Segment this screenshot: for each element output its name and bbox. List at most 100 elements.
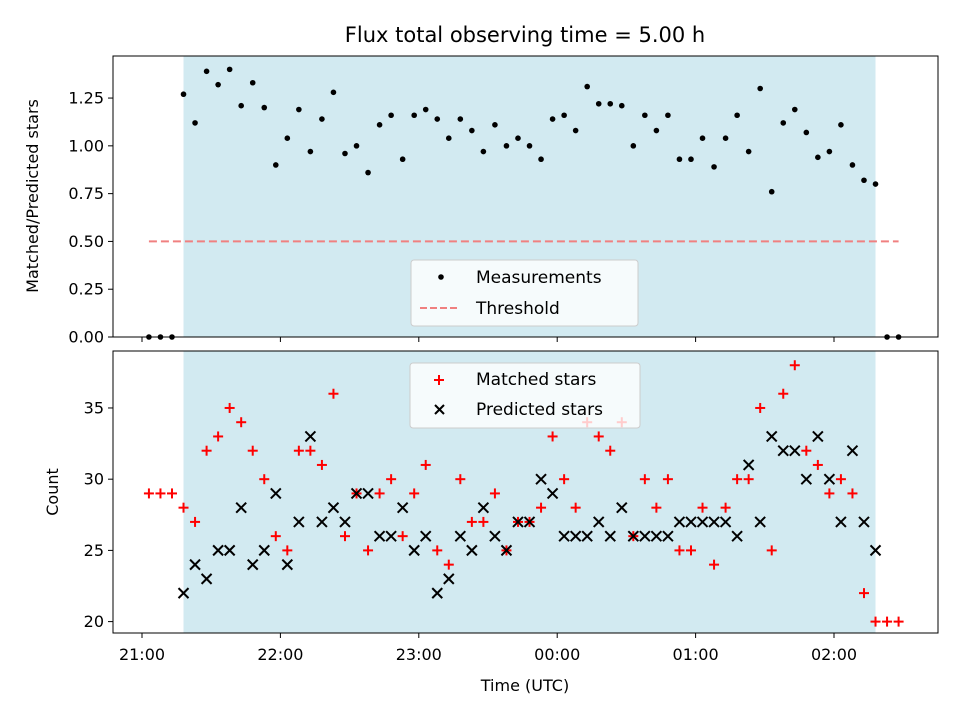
measurement-point bbox=[861, 177, 867, 184]
y-tick-label: 1.25 bbox=[68, 89, 104, 108]
y-tick-label: 35 bbox=[84, 398, 104, 417]
measurement-point bbox=[711, 164, 717, 170]
top-panel-frame bbox=[112, 55, 939, 338]
matched-stars-point bbox=[166, 488, 177, 499]
matched-stars-point bbox=[570, 502, 581, 513]
measurement-point bbox=[192, 120, 198, 126]
matched-stars-point bbox=[778, 388, 789, 399]
measurement-point bbox=[492, 122, 498, 128]
measurement-point bbox=[561, 112, 567, 119]
predicted-stars-point bbox=[350, 487, 363, 500]
measurement-point bbox=[572, 127, 579, 134]
matched-stars-point bbox=[824, 488, 835, 499]
y-tick-label: 0.25 bbox=[68, 280, 104, 299]
matched-stars-point bbox=[789, 360, 800, 371]
predicted-stars-point bbox=[696, 516, 709, 528]
measurement-point bbox=[376, 122, 383, 128]
predicted-stars-point bbox=[777, 444, 789, 457]
predicted-stars-point bbox=[685, 516, 697, 528]
matched-stars-point bbox=[397, 531, 408, 542]
x-tick-label: 22:00 bbox=[257, 645, 303, 664]
predicted-stars-point bbox=[500, 544, 513, 557]
predicted-stars-point bbox=[535, 473, 547, 485]
measurement-point bbox=[803, 129, 810, 136]
legend-predicted-label: Predicted stars bbox=[476, 400, 603, 420]
predicted-stars-point bbox=[662, 530, 674, 542]
predicted-stars-point bbox=[742, 459, 755, 471]
predicted-stars-point bbox=[304, 430, 317, 443]
matched-stars-point bbox=[651, 502, 662, 513]
x-axis-label: Time (UTC) bbox=[480, 676, 569, 695]
measurement-point bbox=[745, 148, 752, 155]
y-tick-label: 0.50 bbox=[68, 232, 104, 251]
measurement-point bbox=[272, 162, 279, 168]
measurement-point bbox=[353, 143, 360, 149]
top-y-axis-label: Matched/Predicted stars bbox=[23, 99, 42, 293]
predicted-stars-point bbox=[719, 516, 732, 528]
legend-measurements-marker bbox=[438, 274, 444, 280]
matched-stars-point bbox=[835, 474, 846, 485]
predicted-stars-point bbox=[616, 501, 628, 514]
matched-stars-point bbox=[697, 502, 708, 513]
measurement-point bbox=[872, 181, 879, 187]
predicted-stars-point bbox=[477, 501, 490, 514]
matched-stars-point bbox=[536, 502, 547, 513]
measurement-point bbox=[849, 162, 856, 168]
predicted-stars-point bbox=[800, 473, 813, 485]
predicted-stars-point bbox=[558, 530, 570, 542]
measurement-point bbox=[342, 150, 348, 157]
legend-measurements-label: Measurements bbox=[476, 268, 602, 288]
measurement-point bbox=[319, 116, 325, 122]
measurement-point bbox=[503, 143, 510, 149]
predicted-stars-point bbox=[420, 530, 432, 542]
matched-stars-point bbox=[247, 445, 258, 456]
matched-stars-point bbox=[593, 431, 604, 442]
predicted-stars-point bbox=[627, 530, 640, 542]
matched-stars-point bbox=[293, 445, 304, 456]
predicted-stars-point bbox=[754, 516, 766, 528]
predicted-stars-point bbox=[581, 530, 593, 542]
measurement-point bbox=[607, 100, 614, 107]
measurement-point bbox=[618, 102, 625, 109]
measurement-point bbox=[422, 106, 429, 113]
matched-stars-point bbox=[363, 545, 374, 556]
matched-stars-point bbox=[178, 502, 189, 513]
matched-stars-point bbox=[270, 531, 281, 542]
matched-stars-point bbox=[732, 474, 743, 485]
measurement-point bbox=[642, 112, 648, 119]
matched-stars-point bbox=[882, 616, 893, 627]
measurement-point bbox=[688, 156, 694, 163]
measurement-point bbox=[180, 91, 187, 98]
measurement-point bbox=[434, 116, 441, 122]
measurement-point bbox=[469, 127, 475, 134]
matched-stars-point bbox=[213, 431, 224, 442]
matched-stars-point bbox=[489, 488, 500, 499]
matched-stars-point bbox=[328, 388, 339, 399]
measurement-point bbox=[480, 148, 487, 155]
measurement-point bbox=[584, 83, 590, 90]
predicted-stars-point bbox=[235, 501, 247, 514]
predicted-stars-point bbox=[523, 516, 536, 528]
bottom-y-axis-label: Count bbox=[43, 468, 62, 516]
legend-matched-label: Matched stars bbox=[476, 370, 596, 390]
predicted-stars-point bbox=[316, 516, 328, 528]
legend-predicted-marker bbox=[434, 404, 445, 415]
matched-stars-point bbox=[236, 417, 247, 428]
predicted-stars-point bbox=[270, 487, 282, 500]
predicted-stars-point bbox=[247, 558, 259, 571]
measurement-point bbox=[238, 102, 244, 109]
top-panel: 0.00 0.25 0.50 0.75 1.00 1.25 Matched/Predict… bbox=[23, 55, 939, 347]
predicted-stars-point bbox=[396, 501, 409, 514]
matched-stars-point bbox=[547, 431, 558, 442]
measurement-point bbox=[388, 112, 394, 119]
measurement-point bbox=[815, 154, 821, 161]
predicted-stars-point bbox=[373, 530, 386, 542]
matched-stars-point bbox=[662, 474, 673, 485]
measurement-point bbox=[307, 148, 314, 155]
matched-stars-point bbox=[801, 445, 812, 456]
measurement-point bbox=[457, 116, 464, 122]
measurement-point bbox=[791, 106, 798, 113]
matched-stars-point bbox=[305, 445, 316, 456]
measurement-point bbox=[630, 143, 637, 149]
